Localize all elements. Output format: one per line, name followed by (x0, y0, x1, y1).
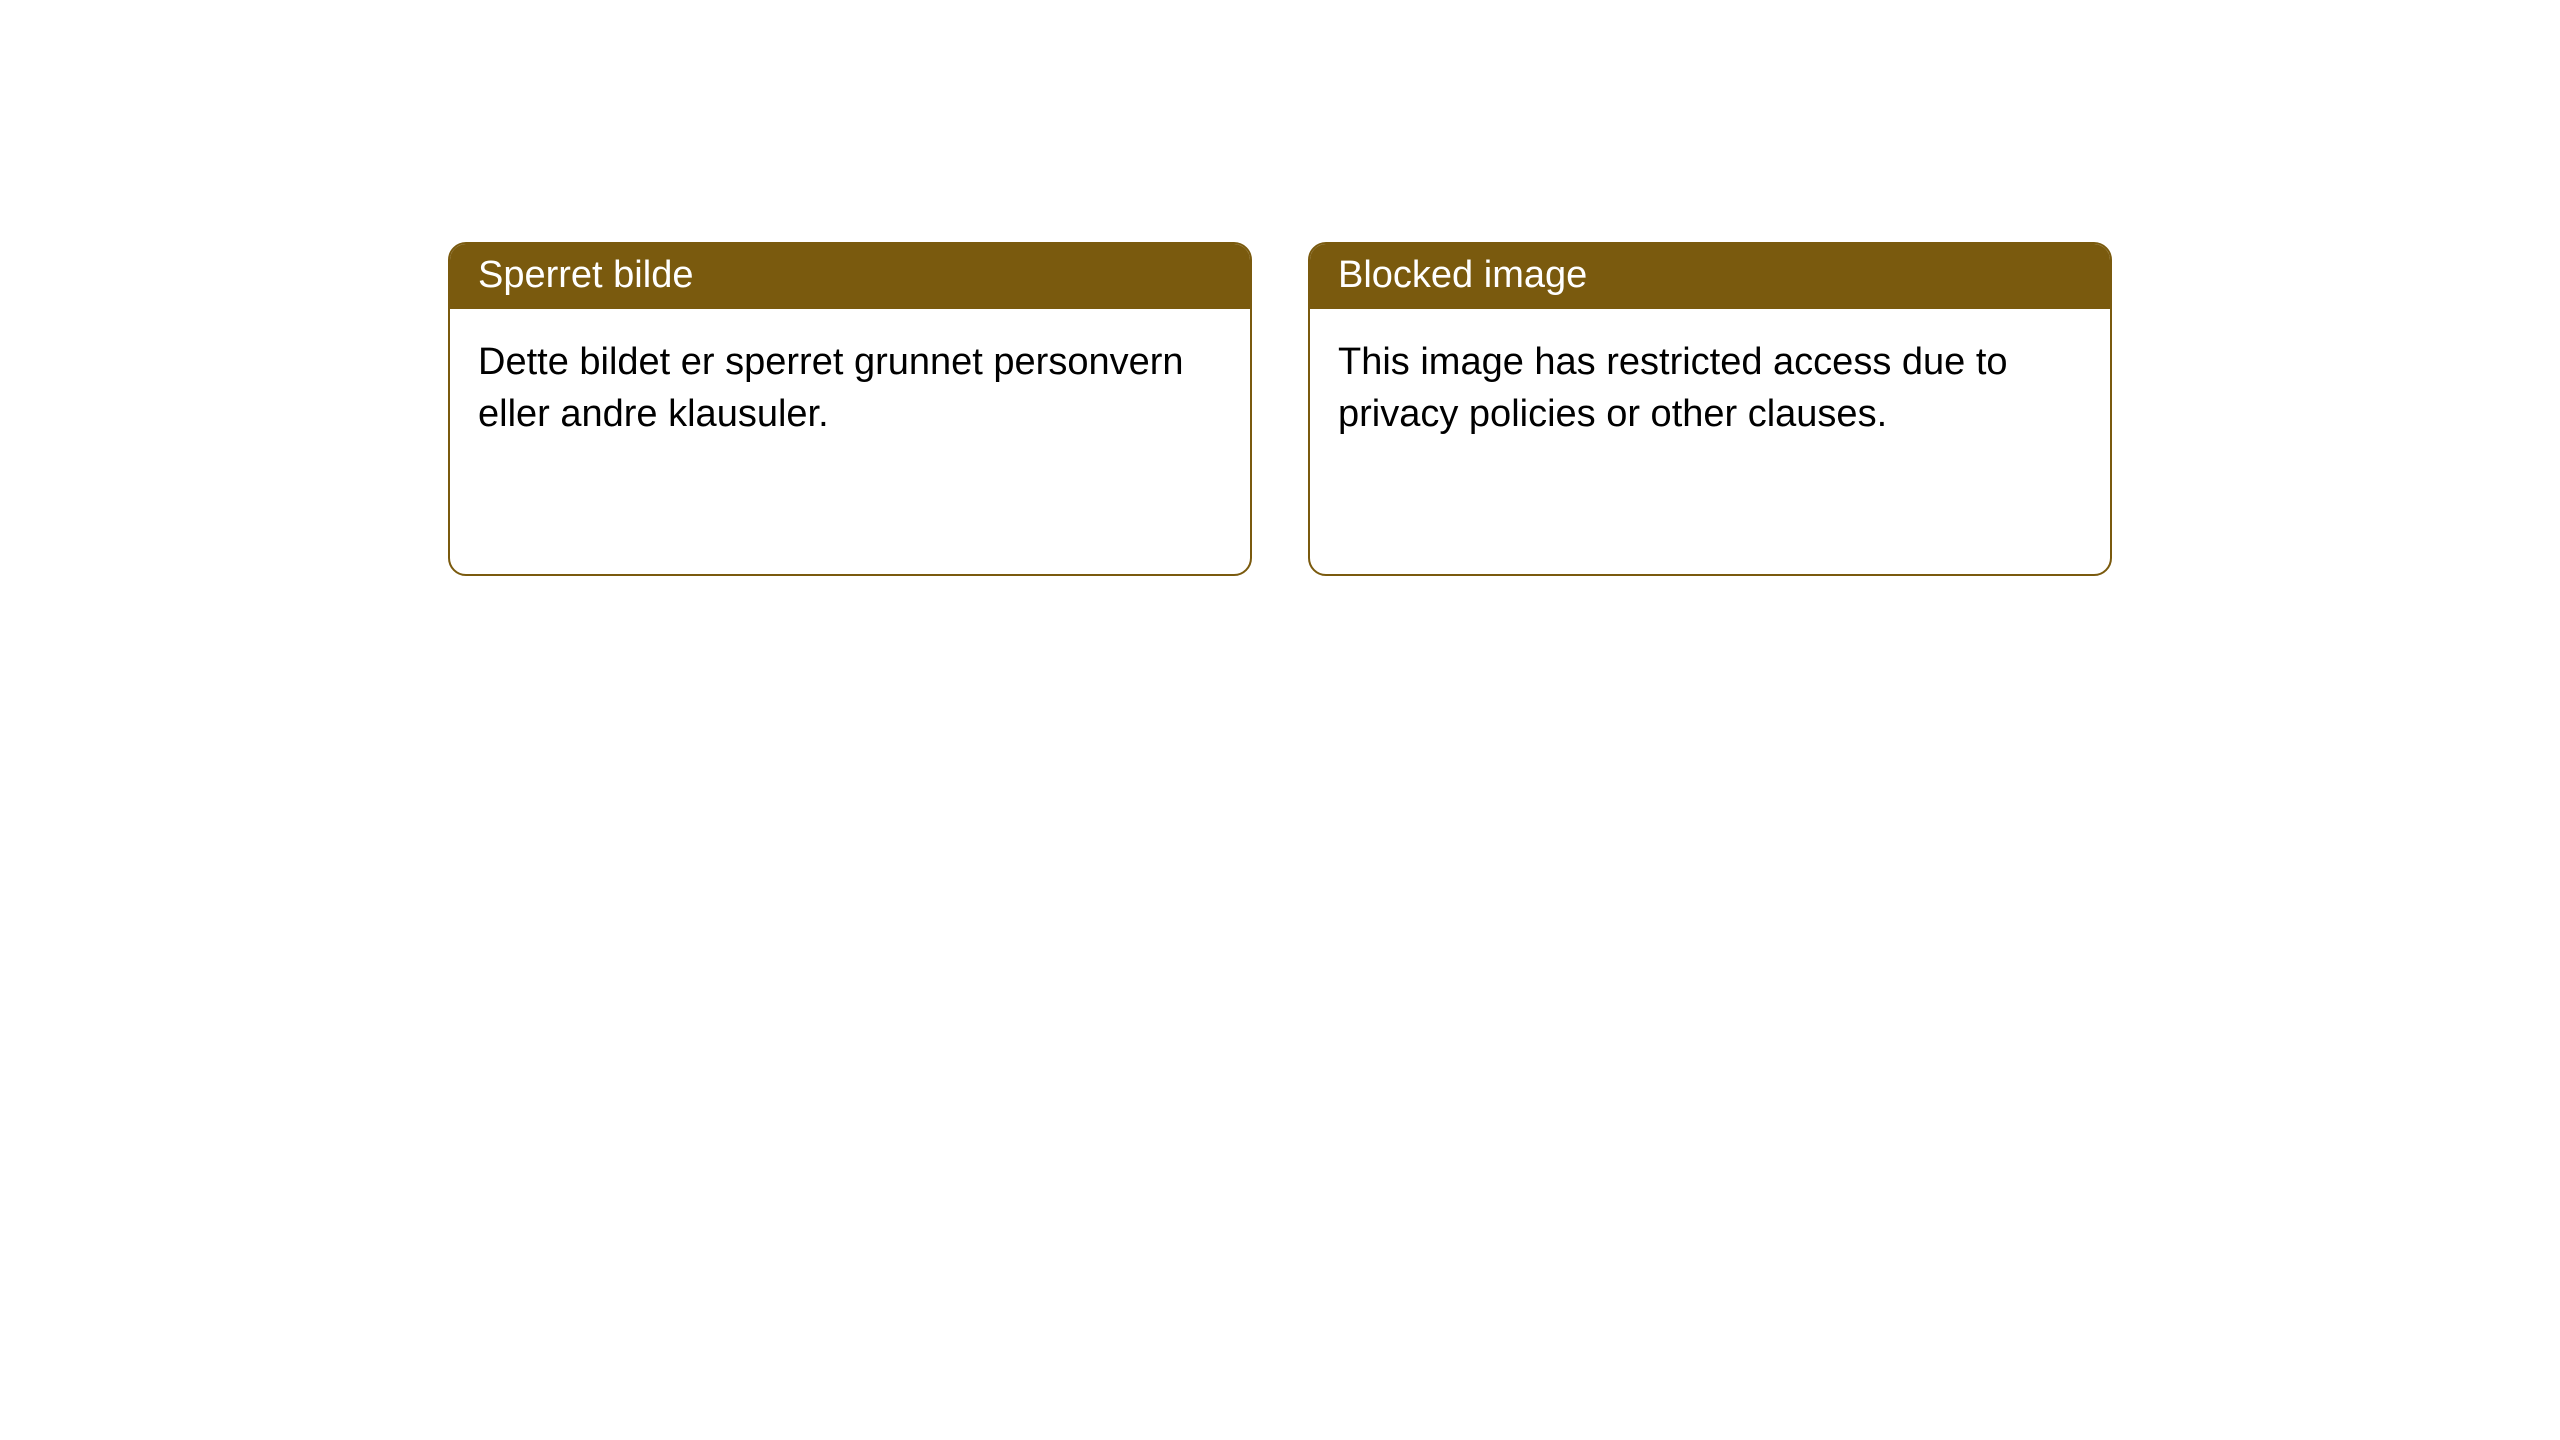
notice-body: Dette bildet er sperret grunnet personve… (450, 309, 1250, 468)
notice-header: Sperret bilde (450, 244, 1250, 309)
notice-header: Blocked image (1310, 244, 2110, 309)
notice-container: Sperret bilde Dette bildet er sperret gr… (0, 0, 2560, 576)
notice-body: This image has restricted access due to … (1310, 309, 2110, 468)
notice-card-english: Blocked image This image has restricted … (1308, 242, 2112, 576)
notice-card-norwegian: Sperret bilde Dette bildet er sperret gr… (448, 242, 1252, 576)
